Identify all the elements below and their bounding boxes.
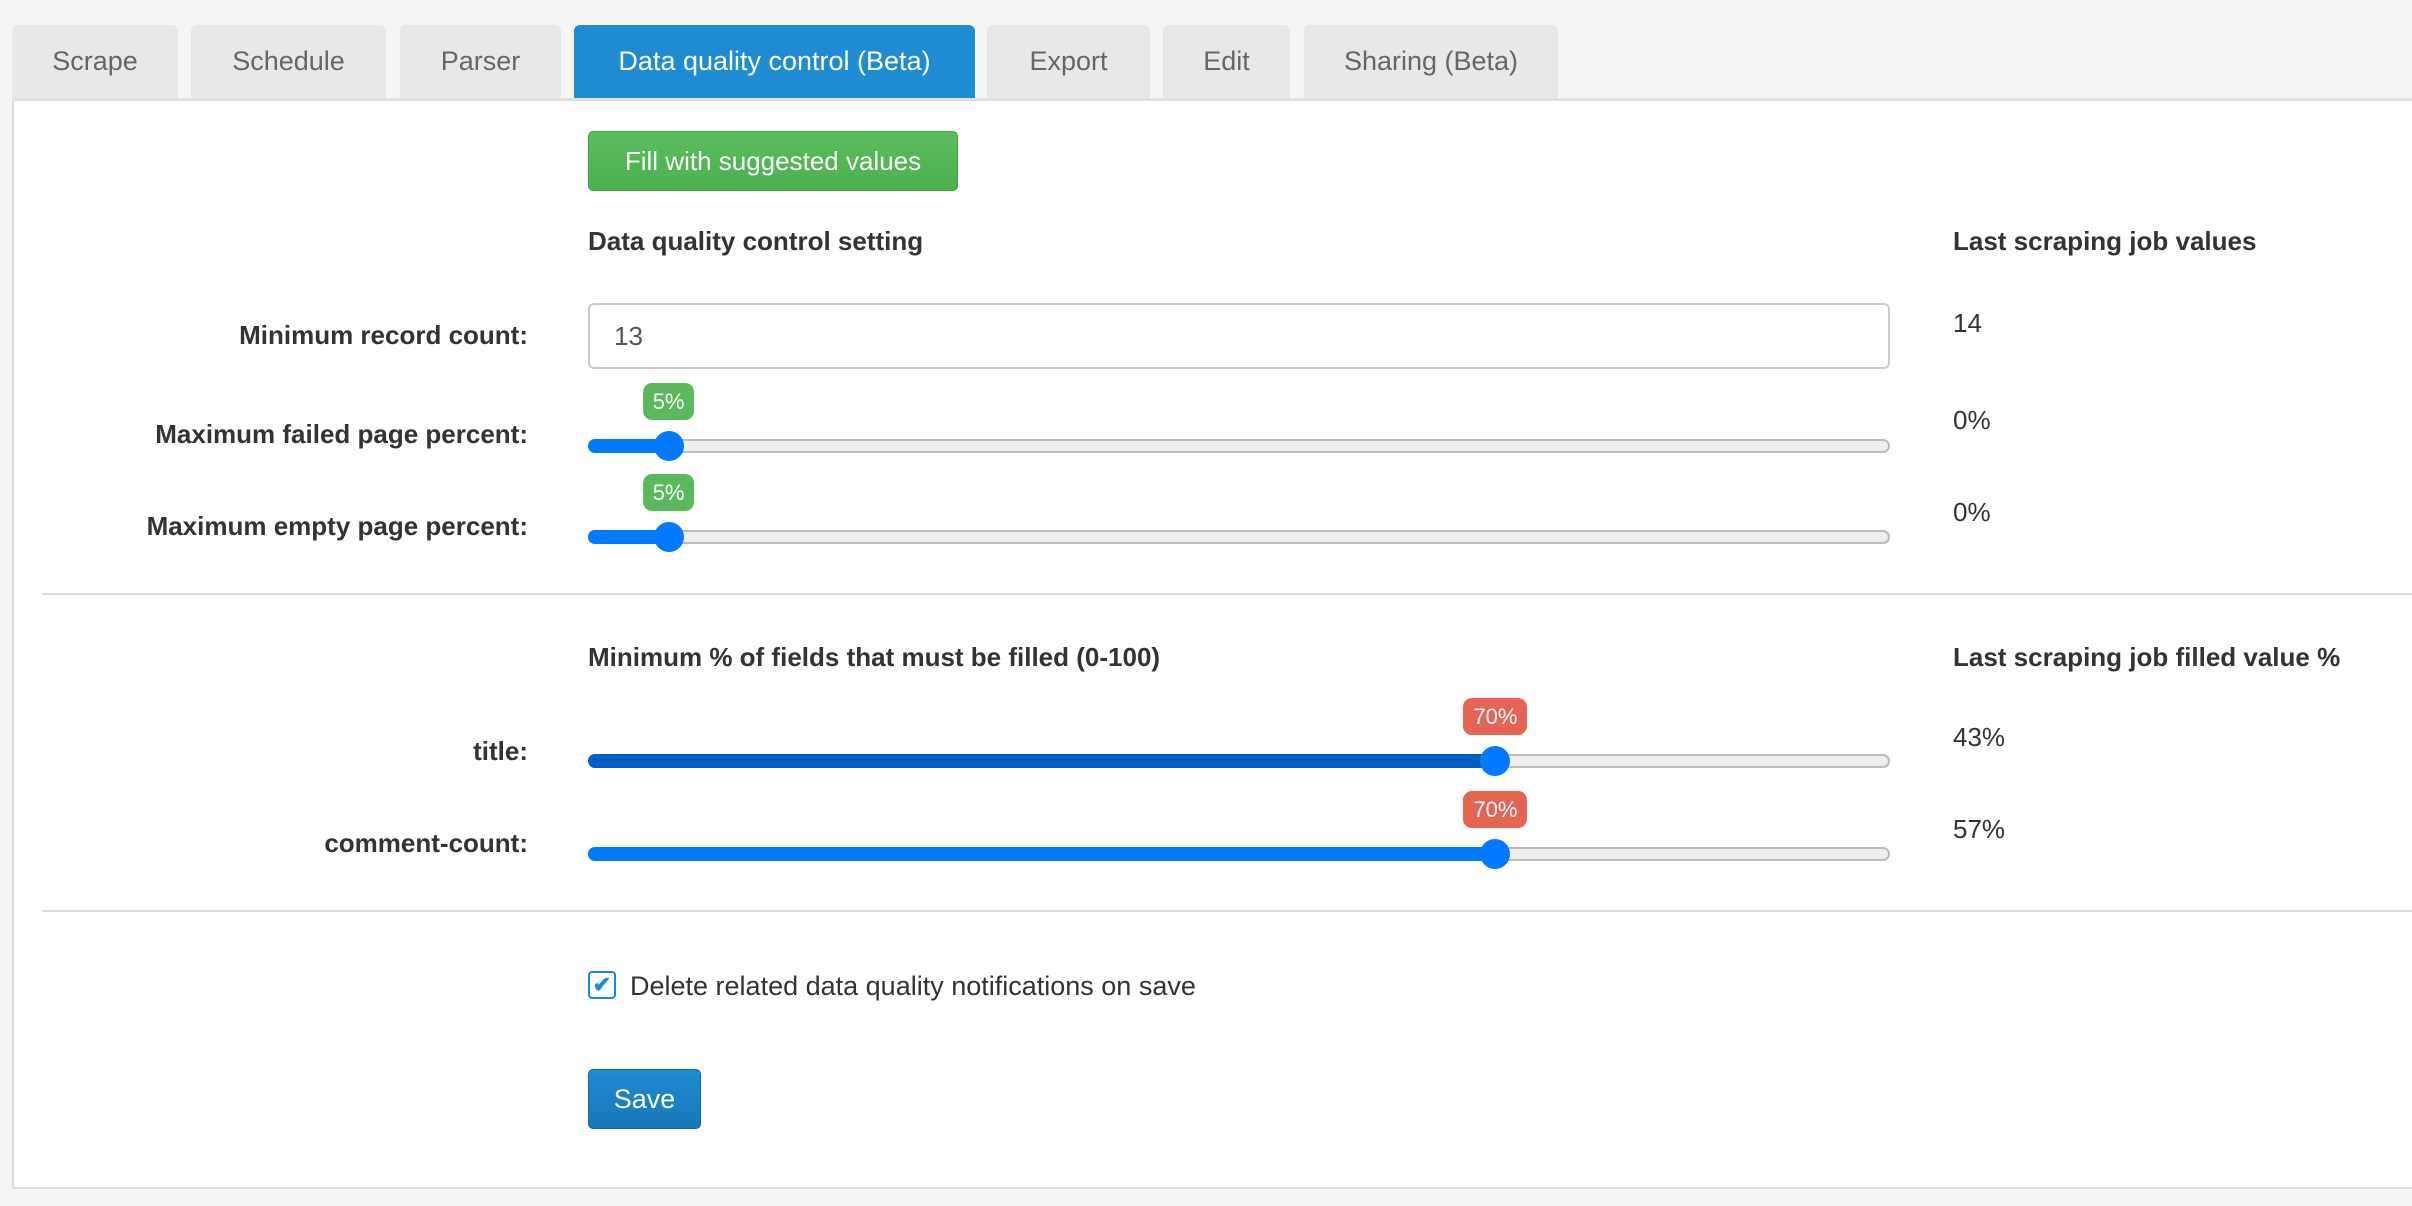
last-record-count: 14 (1953, 308, 1982, 338)
slider-fill (588, 754, 1496, 768)
save-button[interactable]: Save (588, 1069, 701, 1129)
slider-fill (588, 847, 1496, 861)
value-badge: 70% (1463, 791, 1528, 828)
tab-data-quality-control[interactable]: Data quality control (Beta) (574, 25, 975, 98)
last-empty-percent: 0% (1953, 497, 1991, 527)
max-empty-label: Maximum empty page percent: (146, 511, 528, 541)
slider-thumb[interactable] (1480, 839, 1511, 869)
last-title-filled: 43% (1953, 722, 2006, 752)
value-badge: 5% (642, 474, 695, 511)
slider-fill (588, 439, 669, 453)
max-failed-slider[interactable]: 5% (588, 383, 1890, 461)
value-badge: 5% (642, 383, 695, 420)
fields-heading: Minimum % of fields that must be filled … (588, 642, 1161, 672)
last-failed-percent: 0% (1953, 405, 1991, 435)
max-failed-label: Maximum failed page percent: (155, 419, 528, 449)
slider-thumb[interactable] (653, 522, 684, 552)
tab-edit[interactable]: Edit (1163, 25, 1290, 98)
tab-export[interactable]: Export (987, 25, 1150, 98)
fill-suggested-values-button[interactable]: Fill with suggested values (588, 131, 958, 191)
check-icon: ✔ (592, 972, 612, 997)
divider (42, 593, 2412, 595)
slider-thumb[interactable] (1480, 746, 1511, 776)
slider-fill (588, 530, 669, 544)
last-filled-heading: Last scraping job filled value % (1953, 642, 2341, 672)
tab-scrape[interactable]: Scrape (12, 25, 178, 98)
min-record-count-input[interactable]: 13 (588, 303, 1890, 369)
delete-notifications-label[interactable]: Delete related data quality notification… (630, 971, 1196, 1001)
field-title-label: title: (473, 736, 528, 766)
last-comment-count-filled: 57% (1953, 814, 2006, 844)
min-record-count-label: Minimum record count: (239, 320, 528, 350)
max-empty-slider[interactable]: 5% (588, 474, 1890, 552)
slider-thumb[interactable] (653, 431, 684, 461)
tab-parser[interactable]: Parser (400, 25, 561, 98)
field-comment-count-label: comment-count: (324, 828, 528, 858)
delete-notifications-checkbox[interactable]: ✔ (588, 971, 616, 999)
field-title-slider[interactable]: 70% (588, 698, 1890, 776)
divider (42, 910, 2412, 912)
last-values-heading: Last scraping job values (1953, 226, 2257, 256)
tab-panel (12, 98, 2412, 1189)
tab-sharing[interactable]: Sharing (Beta) (1304, 25, 1558, 98)
value-badge: 70% (1463, 698, 1528, 735)
field-comment-count-slider[interactable]: 70% (588, 791, 1890, 869)
tab-schedule[interactable]: Schedule (191, 25, 386, 98)
settings-heading: Data quality control setting (588, 226, 924, 256)
